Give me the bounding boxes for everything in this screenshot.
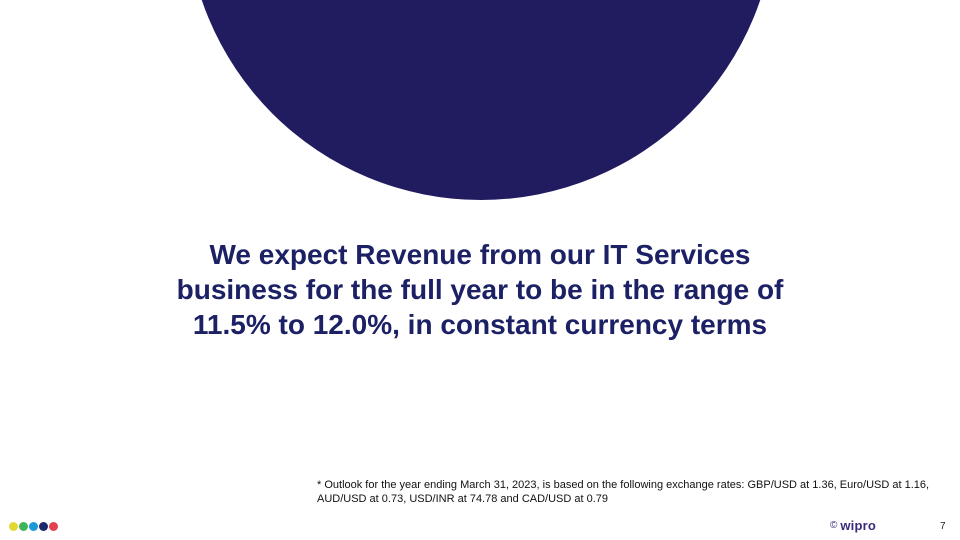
dot-green xyxy=(19,522,28,531)
brand-dots xyxy=(9,522,58,531)
headline: We expect Revenue from our IT Services b… xyxy=(150,237,810,342)
dot-blue xyxy=(29,522,38,531)
wipro-logo: wipro xyxy=(840,518,877,533)
copyright-icon: © xyxy=(830,520,838,531)
brand-footer: © wipro xyxy=(830,519,876,533)
dot-red xyxy=(49,522,58,531)
dot-navy xyxy=(39,522,48,531)
footnote-line-1: * Outlook for the year ending March 31, … xyxy=(317,479,930,491)
footnote-line-2: AUD/USD at 0.73, USD/INR at 74.78 and CA… xyxy=(317,493,609,505)
dot-yellow xyxy=(9,522,18,531)
decorative-half-circle xyxy=(186,0,776,200)
headline-line-3: 11.5% to 12.0%, in constant currency ter… xyxy=(192,309,768,340)
headline-line-1: We expect Revenue from our IT Services xyxy=(209,239,751,270)
footnote: * Outlook for the year ending March 31, … xyxy=(317,478,937,506)
page-number: 7 xyxy=(940,521,946,532)
headline-line-2: business for the full year to be in the … xyxy=(176,274,784,305)
